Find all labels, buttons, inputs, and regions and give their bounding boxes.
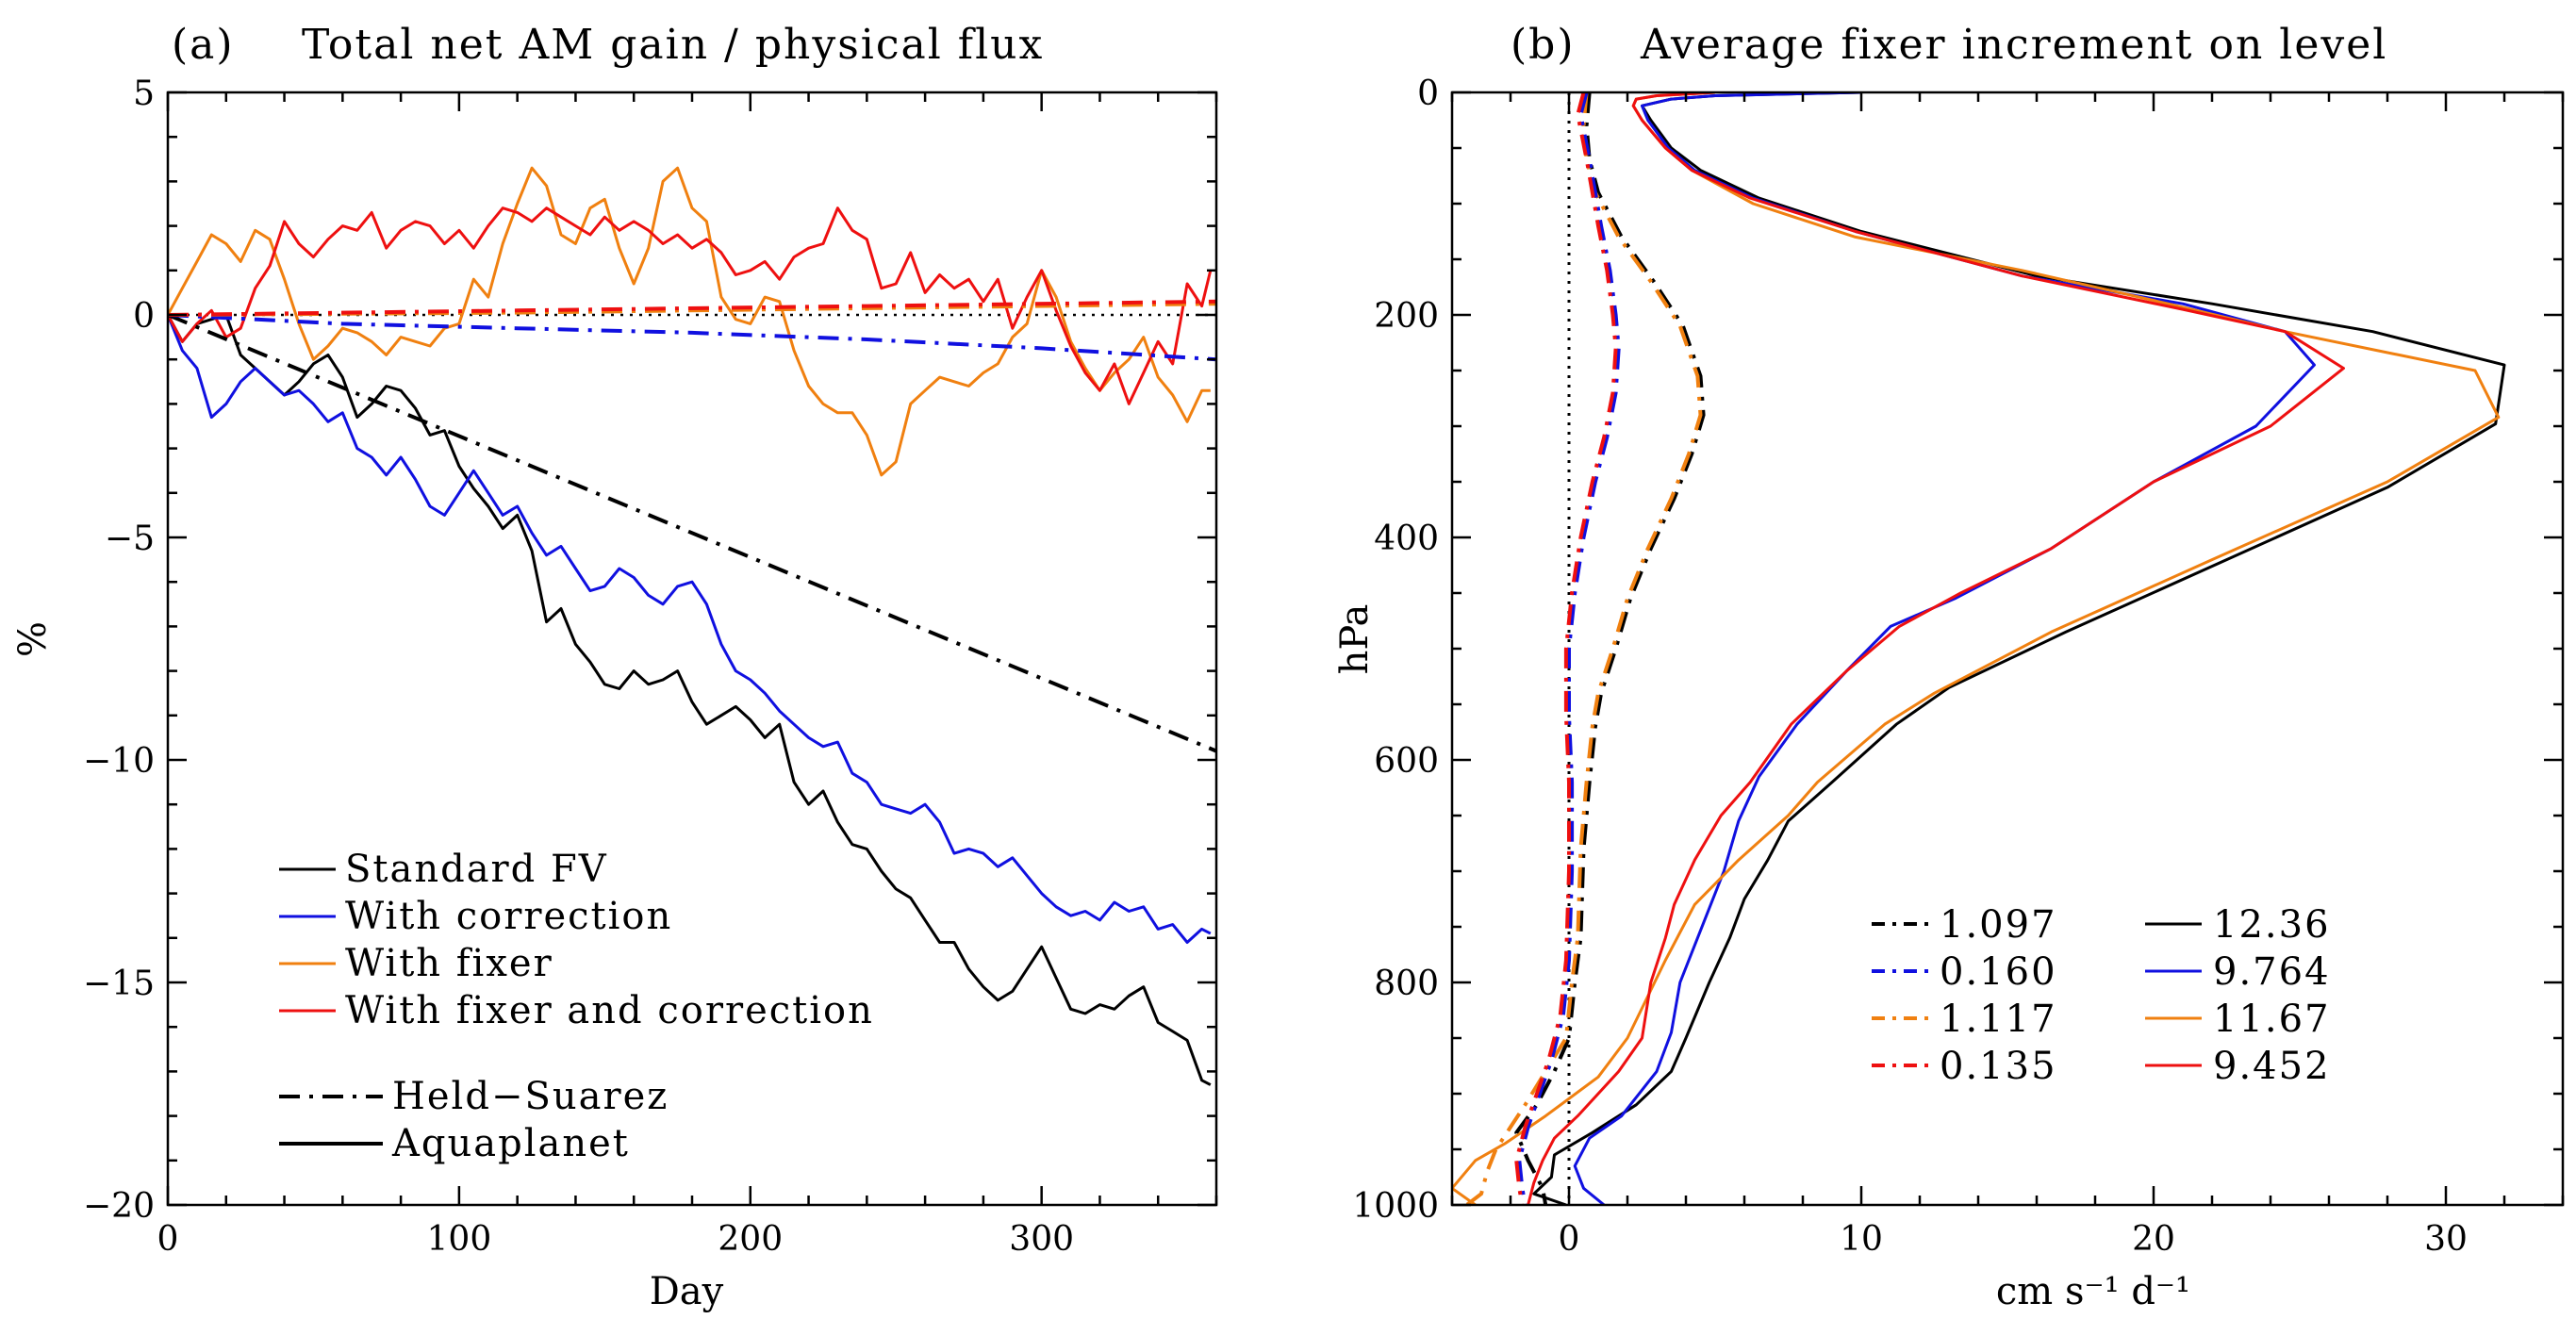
series-line-blue-dashdot xyxy=(1517,92,1621,1205)
series-line-red-dashdot xyxy=(168,299,1216,317)
legend-entry: With fixer and correction xyxy=(345,989,874,1032)
panel-a-ylabel: % xyxy=(11,621,55,657)
panel-b: (b) Average fixer increment on level 0 10… xyxy=(1333,21,2565,1313)
legend-entry: 9.452 xyxy=(2213,1045,2331,1088)
series-line-black-solid xyxy=(168,313,1212,1086)
legend-entry: With correction xyxy=(345,895,672,938)
y-tick-label: 400 xyxy=(1374,520,1439,558)
legend-entry: With fixer xyxy=(345,942,553,985)
y-tick-label: 600 xyxy=(1374,742,1439,781)
panel-a-label: (a) xyxy=(172,21,235,69)
panel-b-plot-area: 0 10 20 30 0 200 400 600 800 1000 1.0970.1601.1170… xyxy=(1352,74,2565,1259)
y-tick-label: −10 xyxy=(83,742,155,781)
y-tick-label: 200 xyxy=(1374,297,1439,336)
legend-entry: 12.36 xyxy=(2213,903,2331,947)
y-tick-label: 0 xyxy=(133,297,155,336)
panel-b-title: Average fixer increment on level xyxy=(1640,21,2387,69)
x-tick-label: 300 xyxy=(1009,1220,1074,1259)
series-line-black-solid xyxy=(1532,92,2506,1205)
y-tick-label: 0 xyxy=(1417,74,1439,113)
x-tick-label: 20 xyxy=(2132,1220,2175,1259)
legend-entry: Standard FV xyxy=(345,848,608,891)
plot-frame xyxy=(166,91,1218,1207)
legend-entry: 1.117 xyxy=(1940,998,2057,1041)
x-tick-label: 10 xyxy=(1840,1220,1883,1259)
panel-a-xlabel: Day xyxy=(650,1270,724,1313)
panel-b-xlabel: cm s⁻¹ d⁻¹ xyxy=(1996,1270,2190,1313)
series-line-blue-dashdot xyxy=(168,313,1216,362)
series-line-black-dashdot xyxy=(1514,92,1706,1205)
panel-b-label: (b) xyxy=(1511,21,1576,69)
y-tick-label: 1000 xyxy=(1352,1187,1439,1226)
x-tick-label: 0 xyxy=(157,1220,179,1259)
legend-entry: 1.097 xyxy=(1940,903,2057,947)
y-tick-label: 800 xyxy=(1374,965,1439,1003)
series-line-red-solid xyxy=(168,206,1213,405)
legend-entry: 0.160 xyxy=(1940,950,2057,994)
x-tick-label: 100 xyxy=(427,1220,492,1259)
x-tick-label: 200 xyxy=(718,1220,783,1259)
panel-b-ylabel: hPa xyxy=(1333,604,1377,675)
y-tick-label: −5 xyxy=(105,520,155,558)
series-line-black-dashdot xyxy=(168,313,1216,753)
y-tick-label: −15 xyxy=(83,965,155,1003)
legend-style-entry: Held−Suarez xyxy=(392,1075,669,1118)
panel-a: (a) Total net AM gain / physical flux 0 1… xyxy=(11,21,1218,1313)
y-tick-label: −20 xyxy=(83,1187,155,1226)
legend-entry: 0.135 xyxy=(1940,1045,2057,1088)
legend-style-entry: Aquaplanet xyxy=(391,1122,630,1165)
legend-entry: 11.67 xyxy=(2213,998,2331,1041)
x-tick-label: 30 xyxy=(2424,1220,2468,1259)
series-line-red-solid xyxy=(1527,92,2345,1205)
y-tick-label: 5 xyxy=(133,74,155,113)
series-line-blue-solid xyxy=(168,314,1212,944)
panel-a-title: Total net AM gain / physical flux xyxy=(302,21,1044,69)
series-line-red-dashdot xyxy=(1514,92,1618,1205)
legend-entry: 9.764 xyxy=(2213,950,2331,994)
series-line-orange-dashdot xyxy=(1465,92,1703,1205)
series-line-orange-solid xyxy=(168,166,1211,477)
x-tick-label: 0 xyxy=(1559,1220,1580,1259)
